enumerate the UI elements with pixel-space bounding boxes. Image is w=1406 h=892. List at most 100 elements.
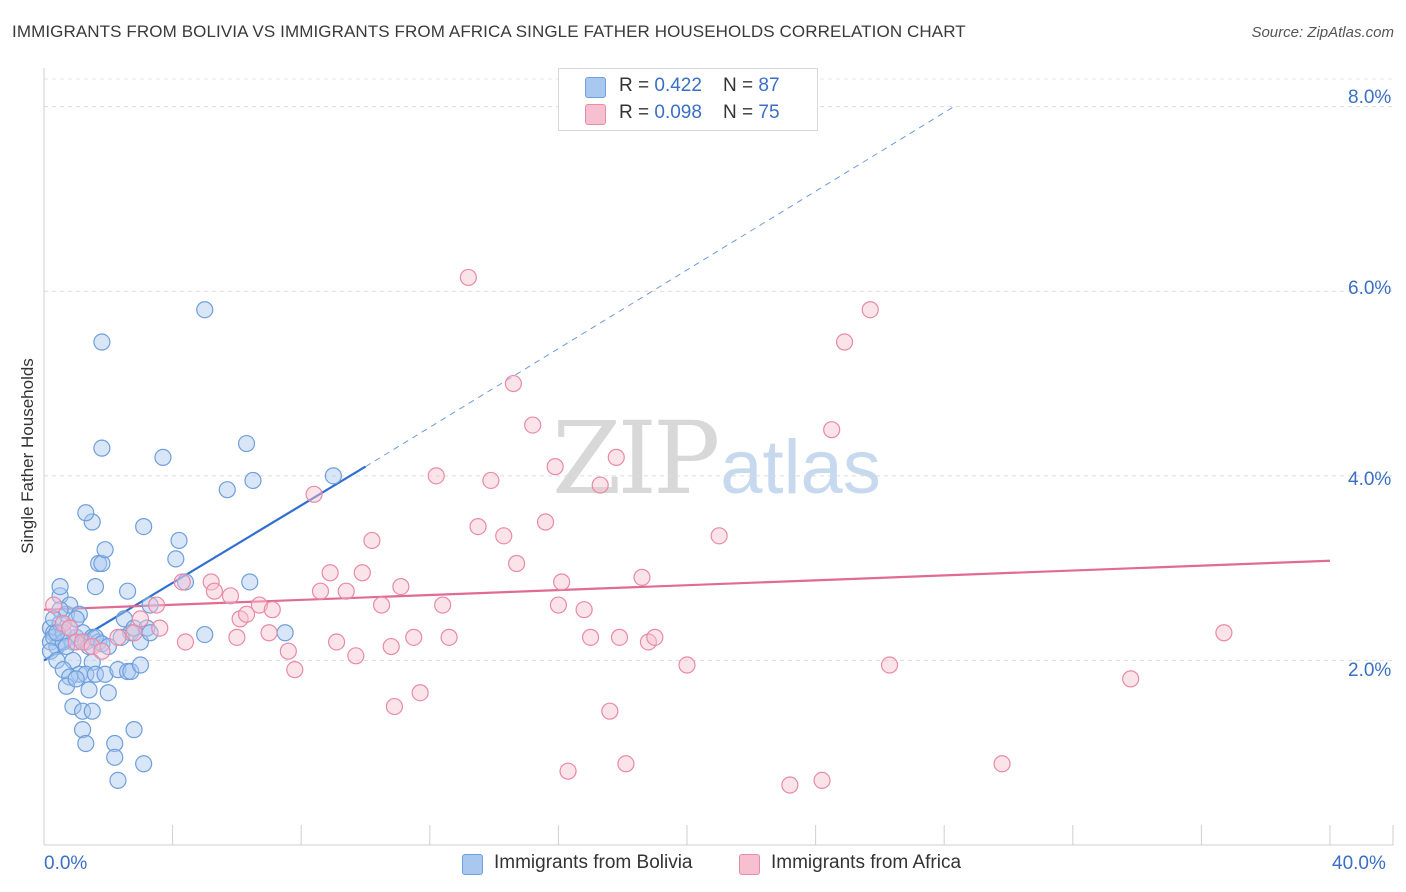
africa-point	[508, 554, 526, 573]
africa-point	[617, 755, 635, 773]
legend-text: R = 0.098 N = 75	[619, 102, 780, 123]
bolivia-point	[196, 301, 214, 319]
africa-point	[575, 601, 593, 619]
bolivia-point	[106, 748, 124, 766]
africa-point	[382, 637, 400, 656]
y-tick-label: 8.0%	[1348, 87, 1392, 108]
bolivia-point	[96, 541, 114, 559]
africa-point	[221, 587, 240, 605]
y-tick-label: 2.0%	[1348, 660, 1392, 681]
watermark: ZIPatlas	[552, 400, 881, 517]
africa-swatch	[739, 854, 760, 875]
africa-point	[559, 762, 577, 780]
africa-point	[536, 513, 555, 531]
africa-point	[263, 601, 281, 619]
bolivia-point	[51, 577, 69, 596]
africa-point	[311, 582, 330, 600]
africa-point	[202, 573, 220, 591]
bolivia-point	[93, 333, 111, 351]
y-tick-label: 6.0%	[1348, 278, 1392, 299]
africa-swatch	[585, 104, 606, 125]
bolivia-point	[125, 619, 143, 637]
africa-point	[581, 628, 600, 646]
africa-point	[45, 596, 63, 614]
africa-point	[347, 647, 365, 665]
africa-point	[781, 776, 799, 794]
africa-point	[469, 518, 487, 536]
africa-point	[372, 596, 391, 614]
bolivia-trend-line	[43, 465, 367, 662]
africa-point	[131, 610, 150, 628]
africa-point	[427, 467, 445, 485]
africa-point	[861, 301, 879, 319]
y-tick-label: 4.0%	[1348, 469, 1392, 490]
africa-point	[411, 684, 429, 702]
africa-point	[392, 577, 410, 596]
bolivia-point	[93, 439, 111, 457]
africa-point	[440, 628, 458, 646]
africa-point	[279, 642, 297, 660]
africa-point	[205, 582, 223, 600]
bolivia-point	[196, 625, 214, 644]
bolivia-point	[64, 697, 82, 716]
bolivia-point	[135, 518, 153, 536]
bolivia-point	[86, 577, 105, 596]
watermark-atlas: atlas	[720, 425, 881, 510]
africa-point	[813, 771, 831, 789]
africa-point	[495, 527, 513, 545]
africa-point	[549, 596, 568, 614]
africa-point	[553, 573, 571, 591]
bolivia-point	[83, 513, 101, 531]
bolivia-point	[237, 434, 256, 453]
bolivia-point	[122, 662, 140, 681]
africa-point	[151, 619, 169, 637]
africa-point	[260, 624, 278, 642]
bolivia-point	[73, 624, 92, 642]
bolivia-trend-extension	[365, 106, 955, 468]
bolivia-point	[93, 554, 111, 573]
bolivia-point	[154, 448, 172, 466]
africa-point	[67, 633, 85, 651]
africa-point	[610, 628, 629, 646]
x-tick-label: 40.0%	[1332, 853, 1386, 874]
x-tick-label: 0.0%	[44, 853, 88, 874]
bolivia-point	[70, 605, 88, 623]
bolivia-point	[131, 656, 150, 674]
africa-point	[337, 582, 355, 600]
africa-point	[993, 755, 1011, 773]
africa-point	[482, 471, 500, 490]
africa-point	[93, 642, 111, 660]
correlation-legend: R = 0.422 N = 87 R = 0.098 N = 75	[558, 68, 818, 131]
series-name: Immigrants from Bolivia	[494, 852, 693, 873]
africa-point	[385, 697, 404, 716]
bolivia-point	[77, 734, 95, 753]
bolivia-point	[83, 702, 101, 720]
africa-point	[305, 485, 323, 503]
bolivia-point	[86, 628, 105, 646]
africa-point	[710, 527, 728, 545]
africa-point	[61, 619, 79, 637]
bolivia-point	[167, 550, 185, 568]
bolivia-point	[118, 582, 137, 600]
bolivia-point	[48, 624, 66, 642]
legend-text: R = 0.422 N = 87	[619, 75, 780, 96]
africa-point	[880, 656, 899, 674]
bolivia-point	[218, 481, 236, 499]
africa-point	[83, 637, 101, 656]
bolivia-swatch	[462, 854, 483, 875]
africa-point	[237, 605, 256, 623]
africa-point	[1215, 624, 1233, 642]
bolivia-swatch	[585, 77, 606, 98]
africa-point	[678, 656, 696, 674]
bolivia-point	[141, 596, 159, 614]
bolivia-point	[109, 771, 127, 789]
watermark-zip: ZIP	[552, 400, 720, 517]
africa-point	[109, 628, 127, 646]
africa-point	[591, 476, 609, 494]
bolivia-point	[138, 619, 156, 637]
bolivia-point	[77, 504, 95, 522]
bolivia-point	[67, 610, 85, 628]
chart-title: IMMIGRANTS FROM BOLIVIA VS IMMIGRANTS FR…	[12, 22, 966, 41]
africa-trend-line	[43, 559, 1331, 611]
